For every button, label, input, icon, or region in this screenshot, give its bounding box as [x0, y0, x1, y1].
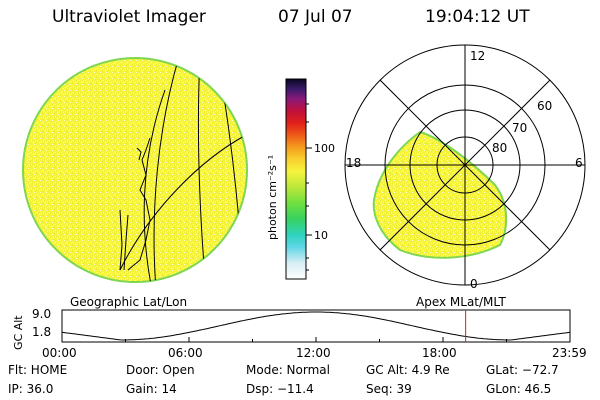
gc-alt-status: GC Alt: 4.9 Re	[366, 363, 450, 377]
glat-status: GLat: −72.7	[486, 363, 559, 377]
geographic-panel-label: Geographic Lat/Lon	[70, 295, 187, 309]
polar-label-right: 6	[575, 156, 583, 170]
date-label: 07 Jul 07	[278, 7, 353, 27]
x-tick-3: 18:00	[422, 346, 457, 360]
colorbar-unit-label: photon cm⁻²s⁻¹	[266, 155, 279, 240]
altitude-curve	[61, 311, 571, 341]
x-tick-2: 12:00	[296, 346, 331, 360]
app-title: Ultraviolet Imager	[52, 7, 206, 27]
geographic-image	[22, 57, 248, 283]
polar-plot: 12 18 6 0 60 70 80	[344, 44, 586, 291]
glon-status: GLon: 46.5	[486, 382, 552, 396]
ring-label-60: 60	[537, 99, 552, 113]
time-label: 19:04:12 UT	[425, 7, 530, 27]
x-tick-1: 06:00	[168, 346, 203, 360]
door-status: Door: Open	[126, 363, 195, 377]
seq-status: Seq: 39	[366, 382, 412, 396]
colorbar: 100 10 photon cm⁻²s⁻¹	[266, 78, 335, 280]
ip-status: IP: 36.0	[8, 382, 54, 396]
x-tick-4: 23:59	[552, 346, 587, 360]
dsp-status: Dsp: −11.4	[246, 382, 314, 396]
gain-status: Gain: 14	[126, 382, 177, 396]
ring-label-80: 80	[492, 141, 507, 155]
x-tick-0: 00:00	[42, 346, 77, 360]
alt-ymax-label: 9.0	[32, 307, 51, 321]
alt-ylabel: GC Alt	[12, 315, 25, 350]
apex-panel-label: Apex MLat/MLT	[416, 295, 506, 309]
coastline-grid-lines	[119, 58, 247, 282]
mode-status: Mode: Normal	[246, 363, 330, 377]
polar-label-bottom: 0	[470, 277, 478, 291]
alt-ymin-label: 1.8	[32, 325, 51, 339]
polar-label-top: 12	[470, 49, 485, 63]
auroral-oval-image	[372, 130, 508, 259]
ring-label-70: 70	[512, 121, 527, 135]
filter-status: Flt: HOME	[8, 363, 68, 377]
polar-label-left: 18	[346, 156, 361, 170]
colorbar-tick-10: 10	[314, 229, 328, 242]
colorbar-tick-100: 100	[314, 142, 335, 155]
altitude-strip: GC Alt 9.0 1.8 00:00 06:00 12:00 18:00 2…	[12, 307, 587, 360]
